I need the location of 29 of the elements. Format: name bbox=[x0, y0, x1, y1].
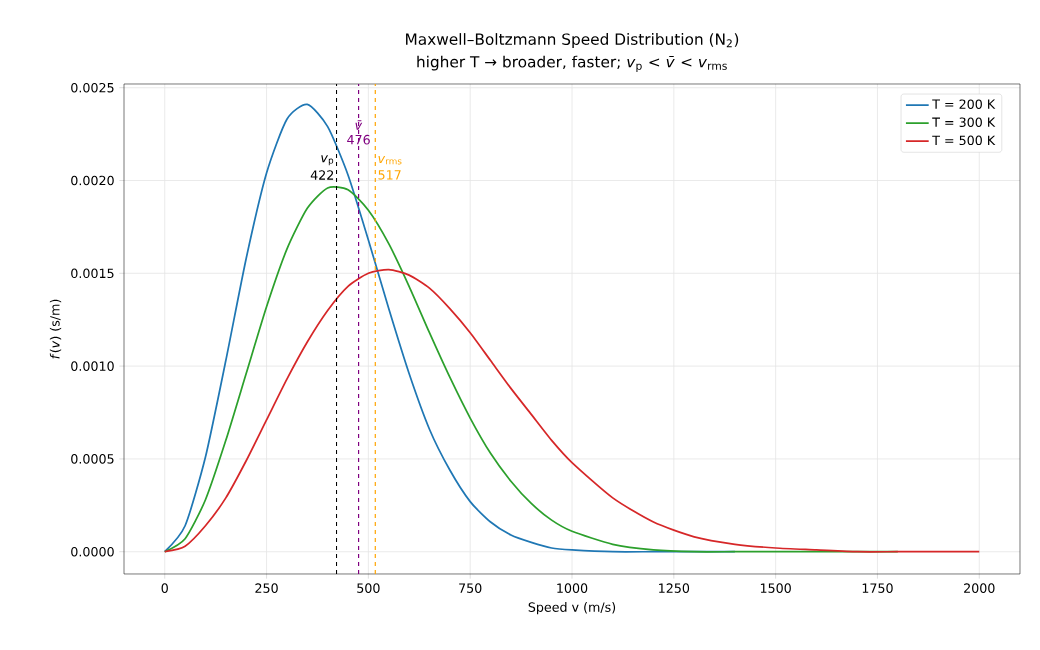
y-tick-label: 0.0025 bbox=[71, 82, 114, 93]
x-tick-label: 1750 bbox=[862, 583, 893, 593]
x-tick-label: 0 bbox=[161, 583, 168, 593]
x-tick-label: 750 bbox=[459, 583, 482, 593]
x-tick-label: 1250 bbox=[659, 583, 690, 593]
y-tick-label: 0.0010 bbox=[71, 361, 114, 371]
ref-line-label: v$_{rms}$ bbox=[378, 156, 402, 165]
ref-line-label: v̄ bbox=[355, 120, 363, 130]
chart-title: Maxwell–Boltzmann Speed Distribution (N$_{2}$) bbox=[406, 33, 739, 48]
x-tick-label: 1500 bbox=[760, 583, 791, 593]
ref-line-label: v$_{p}$ bbox=[321, 155, 334, 166]
annotation: 517 bbox=[378, 170, 401, 180]
legend-label: T = 200 K bbox=[932, 99, 996, 109]
y-tick-label: 0.0020 bbox=[71, 175, 114, 186]
y-tick-label: 0.0015 bbox=[71, 268, 114, 279]
y-axis-title: f(v) (s/m) bbox=[49, 299, 62, 359]
chart-subtitle: higher T → broader, faster; v$_{p}$ < v̄ < v$_{rms}$ bbox=[417, 55, 727, 72]
y-tick-label: 0.0005 bbox=[71, 454, 114, 464]
x-tick-label: 2000 bbox=[964, 583, 995, 593]
annotation: 476 bbox=[347, 134, 370, 145]
y-tick-label: 0.0000 bbox=[71, 546, 114, 557]
annotation: 422 bbox=[310, 170, 334, 180]
x-tick-label: 250 bbox=[255, 583, 278, 593]
x-tick-label: 1000 bbox=[557, 583, 588, 593]
legend-label: T = 500 K bbox=[932, 135, 996, 146]
line-series bbox=[163, 268, 981, 553]
x-tick-label: 500 bbox=[357, 583, 380, 593]
x-axis-title: Speed v (m/s) bbox=[528, 602, 616, 615]
legend-label: T = 300 K bbox=[932, 117, 996, 128]
